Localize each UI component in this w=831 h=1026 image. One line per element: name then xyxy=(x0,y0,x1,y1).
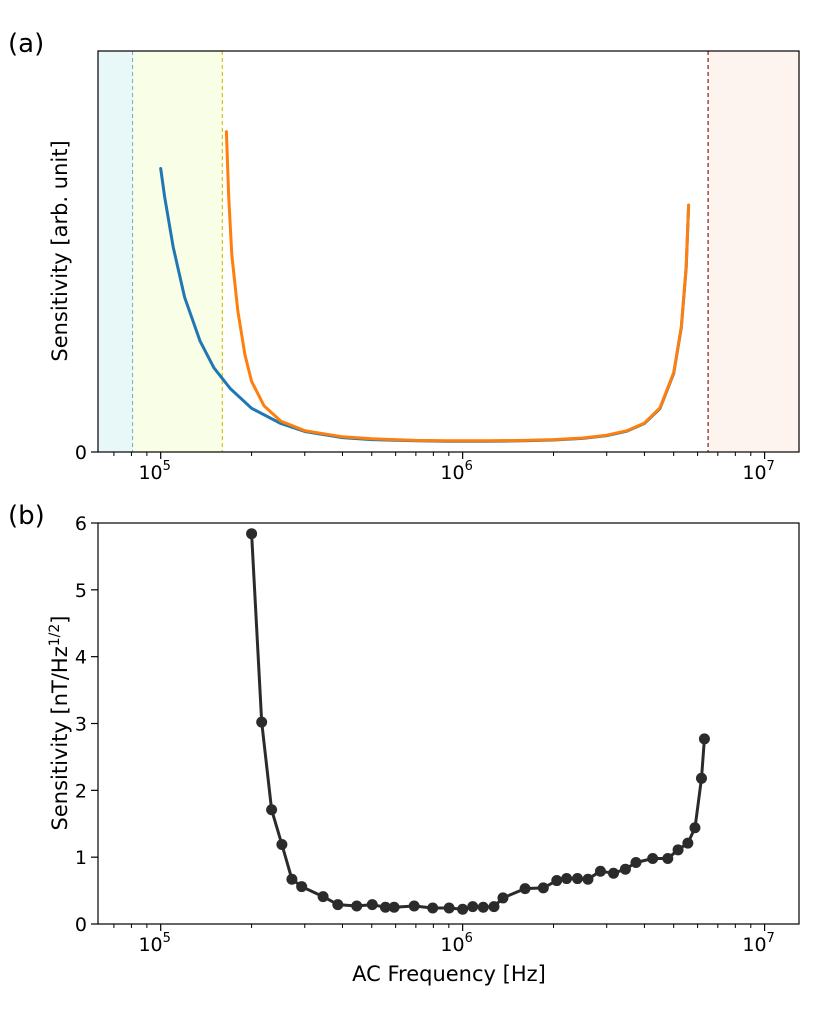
data-point xyxy=(246,528,258,540)
data-point xyxy=(594,865,606,877)
y-tick-label: 3 xyxy=(75,714,87,736)
data-point xyxy=(519,883,531,895)
data-point xyxy=(427,902,439,914)
data-point xyxy=(662,853,674,865)
y-tick-label: 5 xyxy=(75,580,87,602)
panel-b-xlabel: AC Frequency [Hz] xyxy=(352,962,546,986)
panel-a-label: (a) xyxy=(8,29,44,59)
y-tick-label: 0 xyxy=(75,442,87,464)
data-point xyxy=(296,881,308,893)
y-tick-label: 6 xyxy=(75,513,87,535)
x-tick-label: 105 xyxy=(138,931,170,956)
data-point xyxy=(317,891,329,903)
data-point xyxy=(647,853,659,865)
data-point xyxy=(408,900,420,912)
data-point xyxy=(682,837,694,849)
x-tick-label: 107 xyxy=(742,931,774,956)
panel-a: (a) 105 106 107 0 Sensitivity [arb. unit] xyxy=(8,29,800,484)
data-point xyxy=(672,844,684,856)
shaded-region-1 xyxy=(98,51,134,452)
panel-b-frame xyxy=(97,522,800,925)
x-tick-label: 106 xyxy=(440,931,472,956)
data-point xyxy=(571,873,583,885)
shaded-region-3 xyxy=(708,51,799,452)
data-point xyxy=(379,901,391,913)
data-point xyxy=(561,873,573,885)
x-tick-label: 106 xyxy=(440,459,472,484)
data-point xyxy=(537,882,549,894)
data-point xyxy=(388,901,400,913)
shaded-region-2 xyxy=(133,51,223,452)
series-line-orange xyxy=(224,130,691,443)
data-point xyxy=(351,900,363,912)
data-point xyxy=(256,716,268,728)
data-point xyxy=(488,901,500,913)
series-line-blue xyxy=(159,167,691,443)
panel-a-ylabel: Sensitivity [arb. unit] xyxy=(48,140,72,361)
x-tick-label: 105 xyxy=(138,459,170,484)
panel-b-ylabel-end: ] xyxy=(48,616,72,624)
panel-b: (b) 105 106 107 0 1 2 3 4 5 6 Sensitivity [nT/Hz1… xyxy=(8,501,800,986)
data-point xyxy=(467,901,479,913)
panel-b-ylabel: Sensitivity [nT/Hz1/2] xyxy=(47,616,72,831)
data-point xyxy=(582,873,594,885)
data-point xyxy=(266,804,278,816)
y-tick-label: 2 xyxy=(75,780,87,802)
y-tick-label: 0 xyxy=(75,914,87,936)
data-point xyxy=(366,899,378,911)
data-point xyxy=(457,903,469,915)
x-tick-label: 107 xyxy=(742,459,774,484)
data-point xyxy=(689,822,701,834)
data-point xyxy=(630,857,642,869)
data-point xyxy=(286,873,298,885)
panel-b-ylabel-main: Sensitivity [nT/Hz xyxy=(48,646,72,830)
data-point xyxy=(695,772,707,784)
data-point xyxy=(276,838,288,850)
series-line-measured xyxy=(250,532,706,911)
data-point xyxy=(332,899,344,911)
data-point xyxy=(551,875,563,887)
y-tick-label: 1 xyxy=(75,847,87,869)
data-point xyxy=(497,892,509,904)
data-point xyxy=(698,733,710,745)
panel-b-label: (b) xyxy=(8,501,45,531)
data-point xyxy=(608,867,620,879)
data-point xyxy=(443,902,455,914)
y-tick-label: 4 xyxy=(75,647,87,669)
panel-b-ylabel-sup: 1/2 xyxy=(47,624,63,647)
data-point xyxy=(619,863,631,875)
data-point xyxy=(477,901,489,913)
